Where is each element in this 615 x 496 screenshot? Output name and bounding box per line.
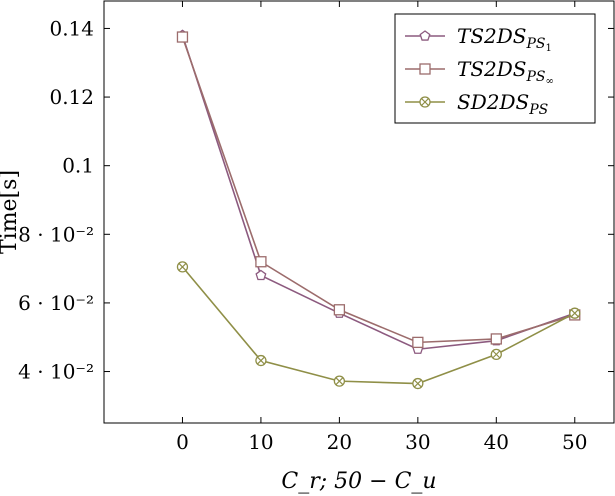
series-line [181, 266, 576, 385]
data-point [569, 307, 581, 319]
legend-label: TS2DSPS1 [457, 24, 552, 54]
data-point [255, 354, 267, 367]
y-axis-title: Time[s] [0, 170, 22, 254]
legend-label: TS2DSPS∞ [457, 57, 554, 87]
x-tick-label: 30 [405, 430, 430, 454]
y-ticks: 4 · 10⁻² 6 · 10⁻² 8 · 10⁻² 0.1 0.12 0.14 [18, 16, 614, 384]
y-tick-label: 0.12 [49, 85, 94, 109]
data-point [333, 304, 346, 316]
data-point [176, 31, 189, 43]
legend-label: SD2DSPS [457, 90, 548, 118]
legend-entry: TS2DSPS1 [405, 24, 552, 54]
series-line [181, 36, 576, 344]
data-point [333, 375, 346, 387]
x-tick-label: 50 [562, 430, 587, 454]
series-line [181, 35, 576, 351]
x-tick-label: 10 [248, 430, 273, 454]
data-point [255, 269, 267, 281]
data-point [490, 333, 502, 345]
series-layer [176, 29, 581, 390]
legend-marker [419, 96, 431, 108]
data-point [412, 377, 424, 390]
y-tick-label: 0.14 [49, 16, 94, 40]
plot-frame [103, 0, 615, 424]
y-tick-label: 6 · 10⁻² [18, 291, 94, 315]
legend-entry: SD2DSPS [405, 90, 548, 118]
y-tick-label: 0.1 [62, 154, 94, 178]
data-point [412, 336, 424, 349]
data-point [490, 348, 502, 361]
legend-marker [419, 63, 431, 75]
data-point [255, 256, 267, 268]
series-2 [176, 261, 581, 390]
x-tick-label: 20 [327, 430, 352, 454]
x-tick-label: 40 [484, 430, 509, 454]
legend-entry: TS2DSPS∞ [405, 57, 554, 87]
legend-marker [419, 30, 431, 41]
x-tick-label: 0 [176, 430, 189, 454]
data-point [176, 261, 189, 273]
y-tick-label: 4 · 10⁻² [18, 360, 94, 384]
x-axis-title: C_r; 50 − C_u [281, 469, 436, 494]
x-ticks: 0 10 20 30 40 50 [176, 1, 587, 454]
y-tick-label: 8 · 10⁻² [18, 222, 94, 246]
axes [103, 0, 615, 424]
